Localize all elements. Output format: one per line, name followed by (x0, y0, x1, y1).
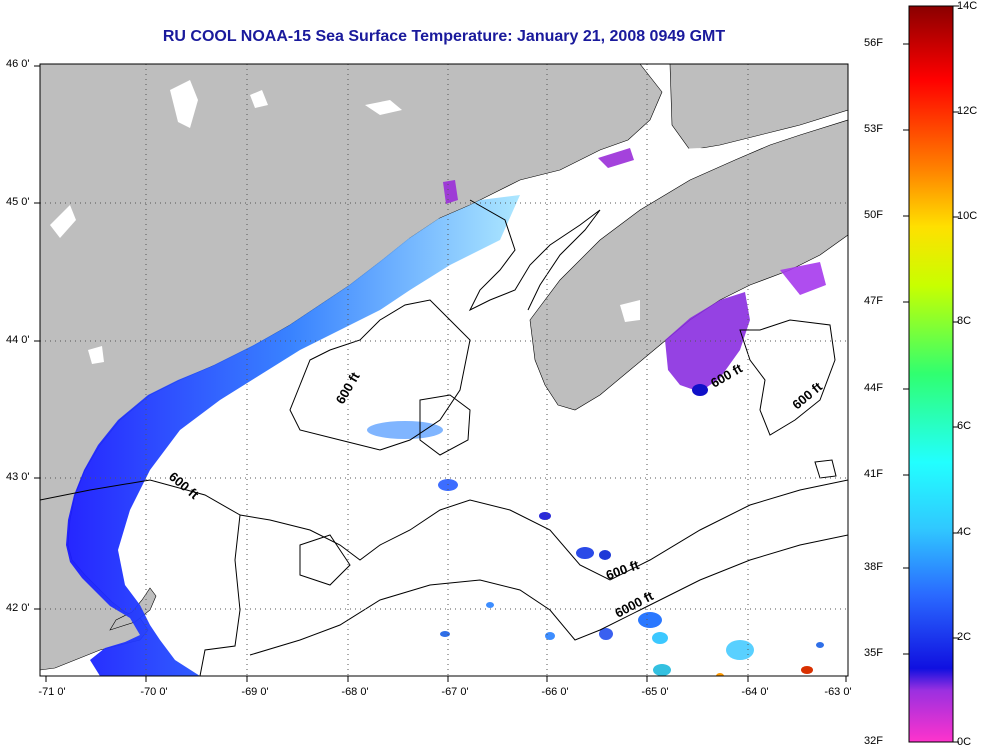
longitude-tick-label: -63 0' (824, 686, 852, 698)
colorbar-celsius-label: 0C (957, 736, 972, 748)
colorbar-fahrenheit-label: 47F (864, 295, 883, 307)
colorbar-fahrenheit-label: 56F (864, 37, 883, 49)
colorbar (908, 5, 954, 743)
longitude-tick-label: -69 0' (241, 686, 269, 698)
inland-lake (50, 205, 76, 238)
inland-lake (170, 80, 198, 128)
longitude-tick-label: -68 0' (341, 686, 369, 698)
longitude-tick-label: -66 0' (541, 686, 569, 698)
sst-purple-patch (665, 292, 750, 392)
colorbar-celsius-label: 12C (957, 105, 978, 117)
colorbar-celsius-label: 4C (957, 526, 972, 538)
land-northeast (669, 64, 848, 151)
colorbar-fahrenheit-label: 44F (864, 382, 883, 394)
latitude-tick-label: 43 0' (6, 471, 30, 483)
longitude-tick-label: -71 0' (38, 686, 66, 698)
sst-purple-patch (780, 262, 826, 295)
colorbar-celsius-label: 2C (957, 631, 972, 643)
colorbar-fahrenheit-label: 35F (864, 647, 883, 659)
inland-lake (88, 346, 104, 364)
colorbar-celsius-label: 14C (957, 0, 978, 12)
latitude-tick-label: 45 0' (6, 196, 30, 208)
colorbar-celsius-label: 10C (957, 210, 978, 222)
longitude-tick-label: -64 0' (741, 686, 769, 698)
colorbar-celsius-label: 8C (957, 315, 972, 327)
depth-contours (40, 199, 848, 676)
latitude-tick-label: 46 0' (6, 58, 30, 70)
inland-lake (620, 300, 640, 322)
inland-lake (365, 100, 402, 115)
longitude-tick-label: -65 0' (641, 686, 669, 698)
inland-lake (250, 90, 268, 108)
longitude-tick-label: -70 0' (140, 686, 168, 698)
sst-offshore-patches (367, 384, 824, 676)
colorbar-ticks (903, 5, 959, 743)
latitude-tick-label: 44 0' (6, 334, 30, 346)
axis-ticks (34, 65, 847, 682)
sst-coastal-band (66, 195, 520, 676)
colorbar-celsius-label: 6C (957, 420, 972, 432)
longitude-tick-label: -67 0' (441, 686, 469, 698)
colorbar-fahrenheit-label: 50F (864, 209, 883, 221)
colorbar-fahrenheit-label: 53F (864, 123, 883, 135)
bay-of-fundy (505, 148, 730, 300)
colorbar-fahrenheit-label: 38F (864, 561, 883, 573)
chart-title: RU COOL NOAA-15 Sea Surface Temperature:… (162, 28, 726, 45)
sst-purple-patch (443, 180, 458, 204)
lat-lon-grid (40, 64, 848, 676)
sst-purple-patch (598, 148, 634, 168)
colorbar-fahrenheit-label: 41F (864, 468, 883, 480)
latitude-tick-label: 42 0' (6, 602, 30, 614)
colorbar-fahrenheit-label: 32F (864, 735, 883, 747)
map-frame (39, 63, 849, 677)
